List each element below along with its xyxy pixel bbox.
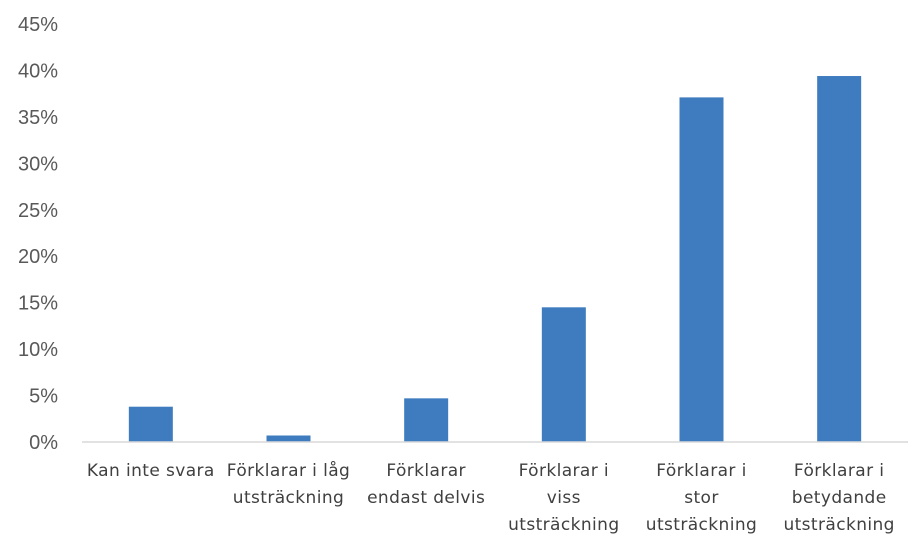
bar bbox=[541, 307, 586, 442]
y-tick-label: 25% bbox=[18, 200, 58, 222]
x-category-label: endast delvis bbox=[367, 488, 485, 508]
x-category-label: utsträckning bbox=[508, 515, 619, 535]
x-category-label: betydande bbox=[792, 488, 887, 508]
x-category-label: utsträckning bbox=[646, 515, 757, 535]
x-category-label: Förklarar i bbox=[656, 461, 746, 481]
bar bbox=[679, 97, 724, 442]
bar bbox=[266, 435, 311, 442]
x-category-label: stor bbox=[684, 488, 719, 508]
y-tick-label: 5% bbox=[29, 386, 58, 408]
bar bbox=[817, 76, 862, 443]
y-tick-label: 30% bbox=[18, 153, 58, 175]
x-category-label: utsträckning bbox=[783, 515, 894, 535]
y-tick-label: 20% bbox=[18, 246, 58, 268]
y-tick-label: 40% bbox=[18, 60, 58, 82]
x-category-label: Förklarar bbox=[386, 461, 466, 481]
bar bbox=[404, 398, 449, 442]
x-axis-categories: Kan inte svara Förklarar i låg utsträcknin… bbox=[87, 460, 895, 535]
y-tick-label: 45% bbox=[18, 14, 58, 36]
y-tick-label: 0% bbox=[29, 432, 58, 454]
x-category-label: utsträckning bbox=[233, 488, 344, 508]
x-category-label: Kan inte svara bbox=[87, 461, 215, 481]
bar bbox=[128, 406, 173, 442]
y-tick-label: 10% bbox=[18, 339, 58, 361]
x-category-label: Förklarar i bbox=[794, 461, 884, 481]
x-category-label: viss bbox=[547, 488, 581, 508]
x-category-label: Förklarar i låg bbox=[227, 460, 350, 481]
y-axis-ticks: 0% 5% 10% 15% 20% 25% 30% 35% 40% 45% bbox=[18, 14, 58, 454]
x-category-label: Förklarar i bbox=[519, 461, 609, 481]
y-tick-label: 35% bbox=[18, 107, 58, 129]
bars bbox=[128, 76, 862, 443]
y-tick-label: 15% bbox=[18, 293, 58, 315]
